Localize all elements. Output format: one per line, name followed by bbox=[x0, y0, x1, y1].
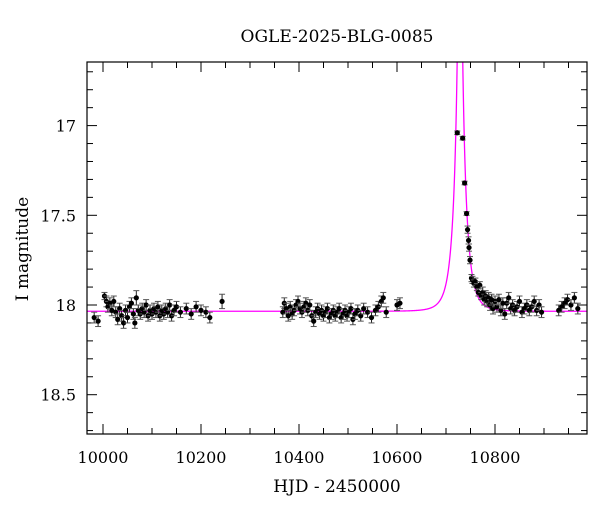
plot-frame bbox=[86, 61, 588, 435]
y-tick-label: 17.5 bbox=[40, 206, 76, 225]
point-marker bbox=[460, 135, 466, 141]
point-marker bbox=[397, 300, 403, 306]
point-marker bbox=[130, 311, 136, 317]
y-tick-label: 18 bbox=[56, 296, 76, 315]
data-point bbox=[571, 291, 578, 304]
data-point bbox=[383, 306, 390, 319]
data-point bbox=[120, 317, 127, 329]
point-marker bbox=[167, 302, 173, 308]
data-point bbox=[461, 180, 468, 186]
point-marker bbox=[500, 300, 506, 306]
point-marker bbox=[516, 298, 523, 305]
point-marker bbox=[336, 305, 342, 312]
data-point bbox=[465, 236, 472, 245]
point-marker bbox=[466, 244, 472, 251]
point-marker bbox=[365, 309, 371, 315]
point-marker bbox=[188, 311, 194, 317]
point-marker bbox=[128, 300, 135, 306]
point-marker bbox=[198, 307, 204, 313]
point-marker bbox=[383, 309, 389, 315]
point-marker bbox=[502, 311, 508, 317]
point-marker bbox=[219, 298, 225, 305]
data-point bbox=[133, 290, 140, 306]
x-tick-label: 10400 bbox=[274, 448, 325, 467]
chart-title: OGLE-2025-BLG-0085 bbox=[241, 27, 434, 47]
y-axis-label: I magnitude bbox=[13, 197, 33, 301]
data-point bbox=[347, 302, 354, 315]
data-point bbox=[131, 317, 138, 329]
point-marker bbox=[143, 302, 149, 308]
point-marker bbox=[380, 295, 386, 301]
data-point bbox=[463, 210, 470, 217]
data-point bbox=[188, 308, 195, 320]
x-axis-label: HJD - 2450000 bbox=[273, 477, 401, 497]
point-marker bbox=[307, 302, 313, 308]
data-point bbox=[95, 315, 102, 328]
data-point bbox=[128, 297, 135, 310]
point-marker bbox=[464, 227, 471, 233]
point-marker bbox=[95, 318, 101, 324]
data-point bbox=[466, 243, 473, 252]
point-marker bbox=[564, 297, 571, 303]
data-point bbox=[164, 306, 171, 319]
model-curve-group bbox=[87, 62, 587, 312]
data-point bbox=[538, 306, 545, 319]
x-tick-label: 10000 bbox=[78, 448, 129, 467]
data-point bbox=[177, 306, 184, 319]
point-marker bbox=[124, 314, 131, 321]
point-marker bbox=[462, 180, 468, 186]
point-marker bbox=[467, 257, 473, 263]
point-marker bbox=[133, 295, 139, 301]
data-point bbox=[198, 304, 204, 317]
point-marker bbox=[132, 320, 138, 326]
point-marker bbox=[111, 298, 117, 305]
point-marker bbox=[120, 320, 127, 326]
point-marker bbox=[183, 305, 189, 312]
data-point bbox=[183, 302, 190, 315]
point-marker bbox=[575, 305, 581, 312]
data-point bbox=[219, 293, 226, 310]
y-tick-label: 17 bbox=[56, 117, 76, 136]
point-marker bbox=[538, 309, 545, 315]
point-marker bbox=[531, 298, 537, 305]
data-point bbox=[193, 300, 200, 313]
point-marker bbox=[207, 314, 213, 321]
x-tick-label: 10800 bbox=[470, 448, 521, 467]
point-marker bbox=[465, 237, 472, 244]
data-point bbox=[464, 225, 471, 234]
point-marker bbox=[173, 304, 180, 310]
point-marker bbox=[324, 305, 331, 312]
y-tick-label: 18.5 bbox=[40, 386, 76, 405]
x-tick-label: 10200 bbox=[176, 448, 227, 467]
data-point bbox=[454, 130, 461, 136]
point-marker bbox=[311, 318, 317, 324]
data-point bbox=[396, 297, 403, 310]
point-marker bbox=[193, 304, 199, 310]
data-point bbox=[459, 135, 466, 141]
point-marker bbox=[571, 295, 577, 301]
data-points bbox=[91, 130, 581, 329]
data-point bbox=[206, 311, 213, 324]
point-marker bbox=[454, 130, 460, 136]
point-marker bbox=[177, 309, 184, 315]
data-point bbox=[306, 299, 313, 311]
tick-labels: 10000 10200 10400 10600 10800 17 17.5 18 18.5 bbox=[40, 117, 520, 467]
x-tick-label: 10600 bbox=[372, 448, 423, 467]
data-point bbox=[574, 302, 581, 315]
point-marker bbox=[285, 313, 291, 319]
point-marker bbox=[109, 307, 115, 313]
data-point bbox=[380, 291, 387, 304]
data-point bbox=[511, 304, 518, 317]
model-curve bbox=[87, 62, 587, 312]
data-point bbox=[467, 256, 474, 265]
point-marker bbox=[203, 309, 209, 315]
axis-ticks bbox=[87, 62, 587, 434]
point-marker bbox=[348, 305, 354, 312]
point-marker bbox=[463, 210, 470, 217]
